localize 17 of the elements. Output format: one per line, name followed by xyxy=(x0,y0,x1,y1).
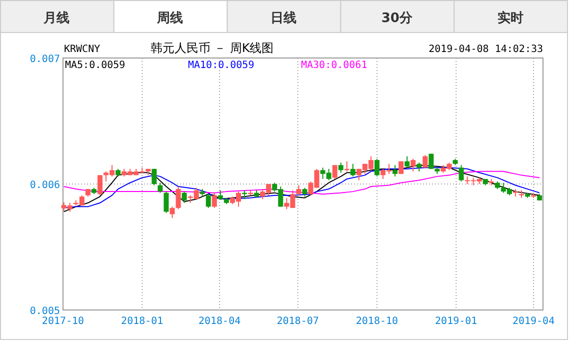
tabs: 月线 周线 日线 30分 实时 xyxy=(0,0,568,33)
x-tick-label: 2018-01 xyxy=(121,316,164,327)
y-tick-label: 0.005 xyxy=(30,306,60,317)
text: 2019-04-08 14:02:33 xyxy=(428,44,543,55)
x-tick-label: 2018-07 xyxy=(276,316,319,327)
y-tick-label: 0.006 xyxy=(30,180,60,191)
text: MA10:0.0059 xyxy=(188,60,254,71)
text: MA30:0.0061 xyxy=(301,60,368,71)
x-tick-label: 2019-04 xyxy=(512,316,555,327)
chart-title: 韩元人民币 － 周K线图 xyxy=(150,41,274,55)
y-tick-label: 0.007 xyxy=(30,54,60,65)
x-tick-label: 2019-01 xyxy=(435,316,478,327)
x-tick-label: 2018-10 xyxy=(356,316,398,327)
chart-subtitle: KRWCNY xyxy=(64,44,100,55)
text: MA5:0.0059 xyxy=(65,60,126,71)
x-tick-label: 2017-10 xyxy=(42,316,84,327)
x-tick-label: 2018-04 xyxy=(198,316,241,327)
